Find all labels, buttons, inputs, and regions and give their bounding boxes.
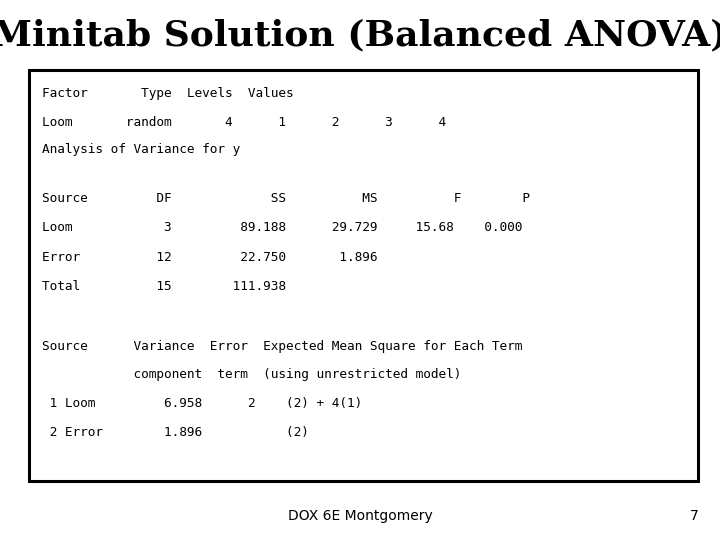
Text: Source      Variance  Error  Expected Mean Square for Each Term: Source Variance Error Expected Mean Squa… [42, 340, 522, 353]
FancyBboxPatch shape [29, 70, 698, 481]
Text: DOX 6E Montgomery: DOX 6E Montgomery [287, 509, 433, 523]
Text: Total          15        111.938: Total 15 111.938 [42, 280, 286, 293]
Text: component  term  (using unrestricted model): component term (using unrestricted model… [42, 368, 461, 381]
Text: Loom            3         89.188      29.729     15.68    0.000: Loom 3 89.188 29.729 15.68 0.000 [42, 221, 522, 234]
Text: Analysis of Variance for y: Analysis of Variance for y [42, 143, 240, 156]
Text: Error          12         22.750       1.896: Error 12 22.750 1.896 [42, 251, 377, 264]
Text: Source         DF             SS          MS          F        P: Source DF SS MS F P [42, 192, 530, 205]
Text: 1 Loom         6.958      2    (2) + 4(1): 1 Loom 6.958 2 (2) + 4(1) [42, 397, 362, 410]
Text: 2 Error        1.896           (2): 2 Error 1.896 (2) [42, 426, 309, 440]
Text: Loom       random       4      1      2      3      4: Loom random 4 1 2 3 4 [42, 116, 446, 129]
Text: Minitab Solution (Balanced ANOVA): Minitab Solution (Balanced ANOVA) [0, 19, 720, 53]
Text: Factor       Type  Levels  Values: Factor Type Levels Values [42, 86, 293, 100]
Text: 7: 7 [690, 509, 698, 523]
